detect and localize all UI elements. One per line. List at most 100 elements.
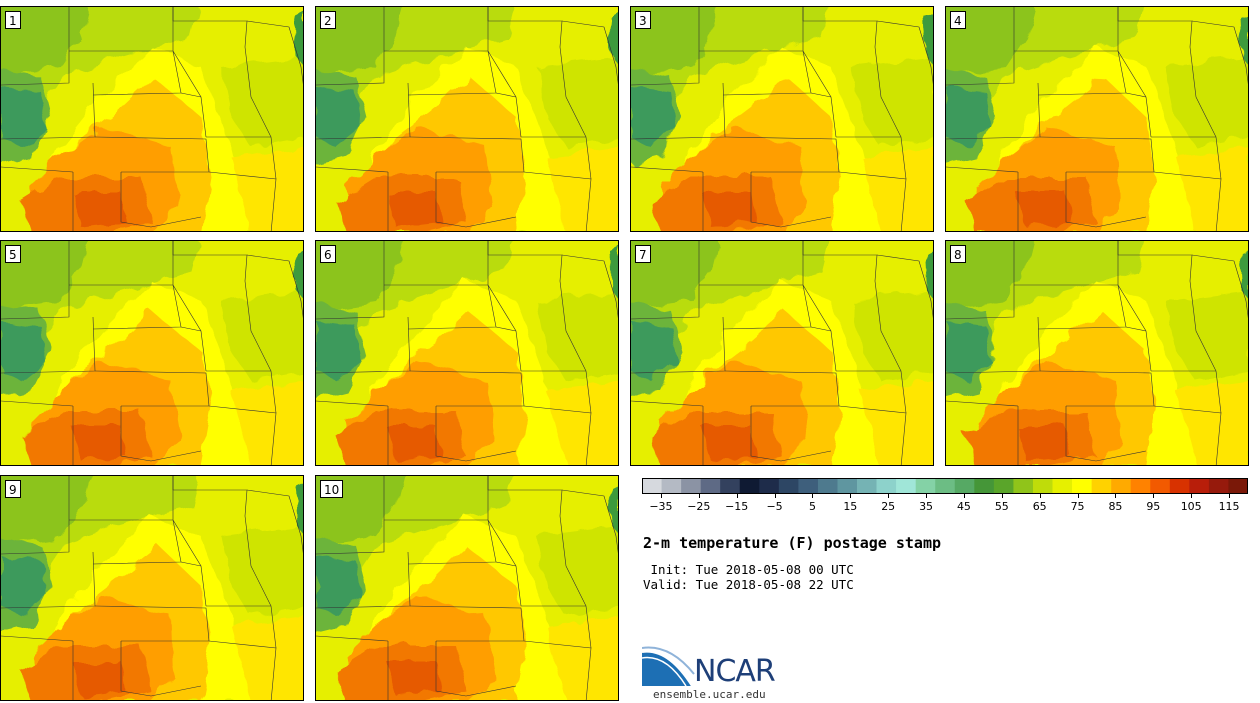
figure-title: 2-m temperature (F) postage stamp — [643, 534, 942, 552]
colorbar-swatch — [798, 478, 819, 494]
member-number: 2 — [320, 11, 336, 29]
colorbar-swatch — [739, 478, 760, 494]
init-time: Init: Tue 2018-05-08 00 UTC — [643, 562, 854, 577]
temperature-map — [631, 241, 933, 465]
colorbar-tick — [1229, 494, 1231, 498]
member-number: 3 — [635, 11, 651, 29]
colorbar-swatch — [1208, 478, 1229, 494]
temperature-map — [1, 7, 303, 231]
colorbar-swatch — [720, 478, 741, 494]
member-panel-4: 4 — [945, 6, 1249, 232]
colorbar-tick — [736, 494, 738, 498]
colorbar-tick — [888, 494, 890, 498]
colorbar-tick-label: −15 — [725, 500, 749, 513]
colorbar-swatch — [817, 478, 838, 494]
colorbar-swatch — [1150, 478, 1171, 494]
member-panel-10: 10 — [315, 475, 619, 701]
colorbar-swatch — [915, 478, 936, 494]
colorbar-tick-label: −5 — [766, 500, 783, 513]
colorbar-tick — [812, 494, 814, 498]
colorbar-tick-label: 25 — [881, 500, 896, 513]
colorbar — [642, 478, 1248, 494]
colorbar-ticks: −35 −25 −15 −5 5 15 25 35 45 55 65 75 85 95 105 115 — [642, 494, 1248, 514]
colorbar-swatch — [1169, 478, 1190, 494]
ncar-logo-text: NCAR — [694, 654, 776, 689]
temperature-map — [946, 7, 1248, 231]
colorbar-tick — [698, 494, 700, 498]
colorbar-swatch — [1032, 478, 1053, 494]
colorbar-tick-label: −25 — [687, 500, 711, 513]
temperature-map — [946, 241, 1248, 465]
colorbar-tick — [1077, 494, 1079, 498]
colorbar-tick-label: 65 — [1032, 500, 1047, 513]
colorbar-swatch — [1111, 478, 1132, 494]
colorbar-swatch — [681, 478, 701, 494]
colorbar-swatch — [935, 478, 956, 494]
temperature-map — [316, 7, 618, 231]
member-panel-3: 3 — [630, 6, 934, 232]
colorbar-tick-label: −35 — [649, 500, 673, 513]
colorbar-tick — [1001, 494, 1003, 498]
temperature-map — [631, 7, 933, 231]
colorbar-tick — [774, 494, 776, 498]
colorbar-swatch — [993, 478, 1014, 494]
colorbar-swatch — [1013, 478, 1034, 494]
colorbar-outline — [642, 478, 1248, 494]
member-number: 6 — [320, 245, 336, 263]
colorbar-swatch — [759, 478, 780, 494]
ensemble-site: ensemble.ucar.edu — [653, 688, 766, 701]
valid-time: Valid: Tue 2018-05-08 22 UTC — [643, 577, 854, 592]
colorbar-swatch — [954, 478, 975, 494]
colorbar-swatch — [857, 478, 877, 494]
colorbar-swatch — [1072, 478, 1092, 494]
colorbar-tick — [1115, 494, 1117, 498]
ncar-logo — [642, 646, 695, 687]
colorbar-tick — [926, 494, 928, 498]
colorbar-swatch — [1091, 478, 1112, 494]
colorbar-swatch — [896, 478, 916, 494]
member-number: 8 — [950, 245, 966, 263]
colorbar-tick-label: 45 — [956, 500, 971, 513]
colorbar-swatch — [1130, 478, 1151, 494]
temperature-map — [316, 241, 618, 465]
colorbar-swatch — [1228, 478, 1248, 494]
member-panel-5: 5 — [0, 240, 304, 466]
member-panel-6: 6 — [315, 240, 619, 466]
colorbar-tick — [963, 494, 965, 498]
colorbar-tick-label: 105 — [1180, 500, 1202, 513]
colorbar-tick — [1191, 494, 1193, 498]
member-panel-1: 1 — [0, 6, 304, 232]
colorbar-tick — [1153, 494, 1155, 498]
colorbar-swatch — [661, 478, 682, 494]
member-number: 7 — [635, 245, 651, 263]
colorbar-swatch — [1189, 478, 1210, 494]
colorbar-tick — [850, 494, 852, 498]
colorbar-tick — [660, 494, 662, 498]
colorbar-swatch — [700, 478, 721, 494]
colorbar-tick-label: 15 — [843, 500, 858, 513]
member-panel-8: 8 — [945, 240, 1249, 466]
colorbar-swatch — [837, 478, 858, 494]
temperature-map — [316, 476, 618, 700]
colorbar-swatch — [876, 478, 897, 494]
temperature-map — [1, 241, 303, 465]
colorbar-tick-label: 5 — [808, 500, 816, 513]
member-number: 1 — [5, 11, 21, 29]
colorbar-tick — [1039, 494, 1041, 498]
member-number: 10 — [320, 480, 344, 498]
temperature-map — [1, 476, 303, 700]
member-panel-9: 9 — [0, 475, 304, 701]
member-number: 4 — [950, 11, 966, 29]
colorbar-tick-label: 75 — [1070, 500, 1085, 513]
colorbar-swatch — [642, 478, 662, 494]
colorbar-swatch — [1052, 478, 1073, 494]
colorbar-tick-label: 55 — [994, 500, 1009, 513]
colorbar-swatch — [974, 478, 995, 494]
colorbar-tick-label: 95 — [1146, 500, 1161, 513]
member-number: 5 — [5, 245, 21, 263]
member-panel-2: 2 — [315, 6, 619, 232]
member-number: 9 — [5, 480, 21, 498]
member-panel-7: 7 — [630, 240, 934, 466]
colorbar-swatch — [778, 478, 799, 494]
colorbar-tick-label: 115 — [1218, 500, 1240, 513]
